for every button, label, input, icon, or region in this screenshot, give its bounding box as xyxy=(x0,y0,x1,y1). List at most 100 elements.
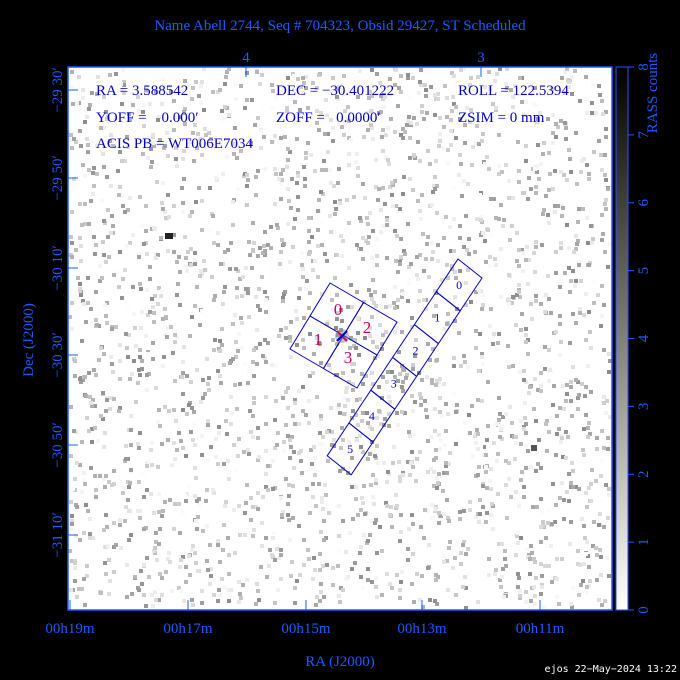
noise-pixel xyxy=(195,499,199,503)
noise-pixel xyxy=(152,320,156,324)
noise-pixel xyxy=(539,562,543,566)
noise-pixel xyxy=(274,364,278,368)
noise-pixel xyxy=(295,181,299,185)
noise-pixel xyxy=(529,599,533,603)
noise-pixel xyxy=(430,378,434,382)
noise-pixel xyxy=(307,229,311,233)
noise-pixel xyxy=(573,69,577,73)
noise-pixel xyxy=(390,407,394,411)
noise-pixel xyxy=(341,438,345,442)
noise-pixel xyxy=(496,341,500,345)
noise-pixel xyxy=(543,345,547,349)
noise-pixel xyxy=(513,84,517,88)
noise-pixel xyxy=(525,547,529,551)
noise-pixel xyxy=(233,142,237,146)
noise-pixel xyxy=(516,585,520,589)
noise-pixel xyxy=(374,158,378,162)
noise-pixel xyxy=(329,118,333,122)
noise-pixel xyxy=(505,67,509,71)
noise-pixel xyxy=(390,525,394,529)
noise-pixel xyxy=(104,260,108,264)
noise-pixel xyxy=(588,579,592,583)
noise-pixel xyxy=(412,600,416,604)
noise-pixel xyxy=(604,110,608,114)
noise-pixel xyxy=(507,297,511,301)
noise-pixel xyxy=(332,184,336,188)
noise-pixel xyxy=(231,322,235,326)
noise-pixel xyxy=(109,184,113,188)
noise-pixel xyxy=(395,411,399,415)
noise-pixel xyxy=(159,294,163,298)
noise-pixel xyxy=(235,286,239,290)
noise-pixel xyxy=(259,565,263,569)
noise-pixel xyxy=(98,279,102,283)
noise-pixel xyxy=(109,231,113,235)
noise-pixel xyxy=(418,209,422,213)
noise-pixel xyxy=(288,335,292,339)
noise-pixel xyxy=(181,408,185,412)
noise-pixel xyxy=(216,369,220,373)
noise-pixel xyxy=(157,115,161,119)
noise-pixel xyxy=(296,195,300,199)
noise-pixel xyxy=(430,503,434,507)
noise-pixel xyxy=(599,573,603,577)
noise-pixel xyxy=(356,331,360,335)
noise-pixel xyxy=(478,512,482,516)
noise-pixel xyxy=(170,463,174,467)
noise-pixel xyxy=(175,293,179,297)
noise-pixel xyxy=(184,565,188,569)
noise-pixel xyxy=(104,572,108,576)
noise-pixel xyxy=(481,293,485,297)
noise-pixel xyxy=(88,103,92,107)
noise-pixel xyxy=(313,456,317,460)
noise-pixel xyxy=(119,82,123,86)
noise-pixel xyxy=(401,127,405,131)
noise-pixel xyxy=(263,290,267,294)
noise-pixel xyxy=(245,173,249,177)
noise-pixel xyxy=(73,477,77,481)
y-tick-label: −30 30′ xyxy=(50,332,66,378)
noise-pixel xyxy=(103,561,107,565)
noise-pixel xyxy=(506,167,510,171)
noise-pixel xyxy=(270,83,274,87)
noise-pixel xyxy=(494,216,498,220)
noise-pixel xyxy=(550,87,554,91)
noise-pixel xyxy=(453,295,457,299)
noise-pixel xyxy=(128,118,132,122)
noise-pixel xyxy=(292,466,296,470)
noise-pixel xyxy=(405,123,409,127)
noise-pixel xyxy=(138,431,142,435)
noise-pixel xyxy=(301,267,305,271)
noise-pixel xyxy=(399,133,403,137)
noise-pixel xyxy=(294,309,298,313)
noise-pixel xyxy=(106,544,110,548)
noise-pixel xyxy=(373,521,377,525)
noise-pixel xyxy=(582,453,586,457)
noise-pixel xyxy=(415,572,419,576)
noise-pixel xyxy=(445,115,449,119)
noise-pixel xyxy=(350,567,354,571)
noise-pixel xyxy=(217,588,221,592)
noise-pixel xyxy=(255,70,259,74)
noise-pixel xyxy=(427,543,431,547)
noise-pixel xyxy=(440,278,444,282)
noise-pixel xyxy=(424,94,428,98)
noise-pixel xyxy=(176,267,180,271)
noise-pixel xyxy=(559,340,563,344)
noise-pixel xyxy=(113,122,117,126)
noise-pixel xyxy=(551,403,555,407)
noise-pixel xyxy=(302,165,306,169)
noise-pixel xyxy=(203,392,207,396)
noise-pixel xyxy=(567,499,571,503)
noise-pixel xyxy=(286,147,290,151)
noise-pixel xyxy=(85,416,89,420)
noise-pixel xyxy=(476,432,480,436)
noise-pixel xyxy=(218,88,222,92)
noise-pixel xyxy=(307,252,311,256)
noise-pixel xyxy=(260,73,264,77)
noise-pixel xyxy=(293,586,297,590)
noise-pixel xyxy=(164,570,168,574)
noise-pixel xyxy=(145,373,149,377)
noise-pixel xyxy=(83,120,87,124)
noise-pixel xyxy=(254,193,258,197)
